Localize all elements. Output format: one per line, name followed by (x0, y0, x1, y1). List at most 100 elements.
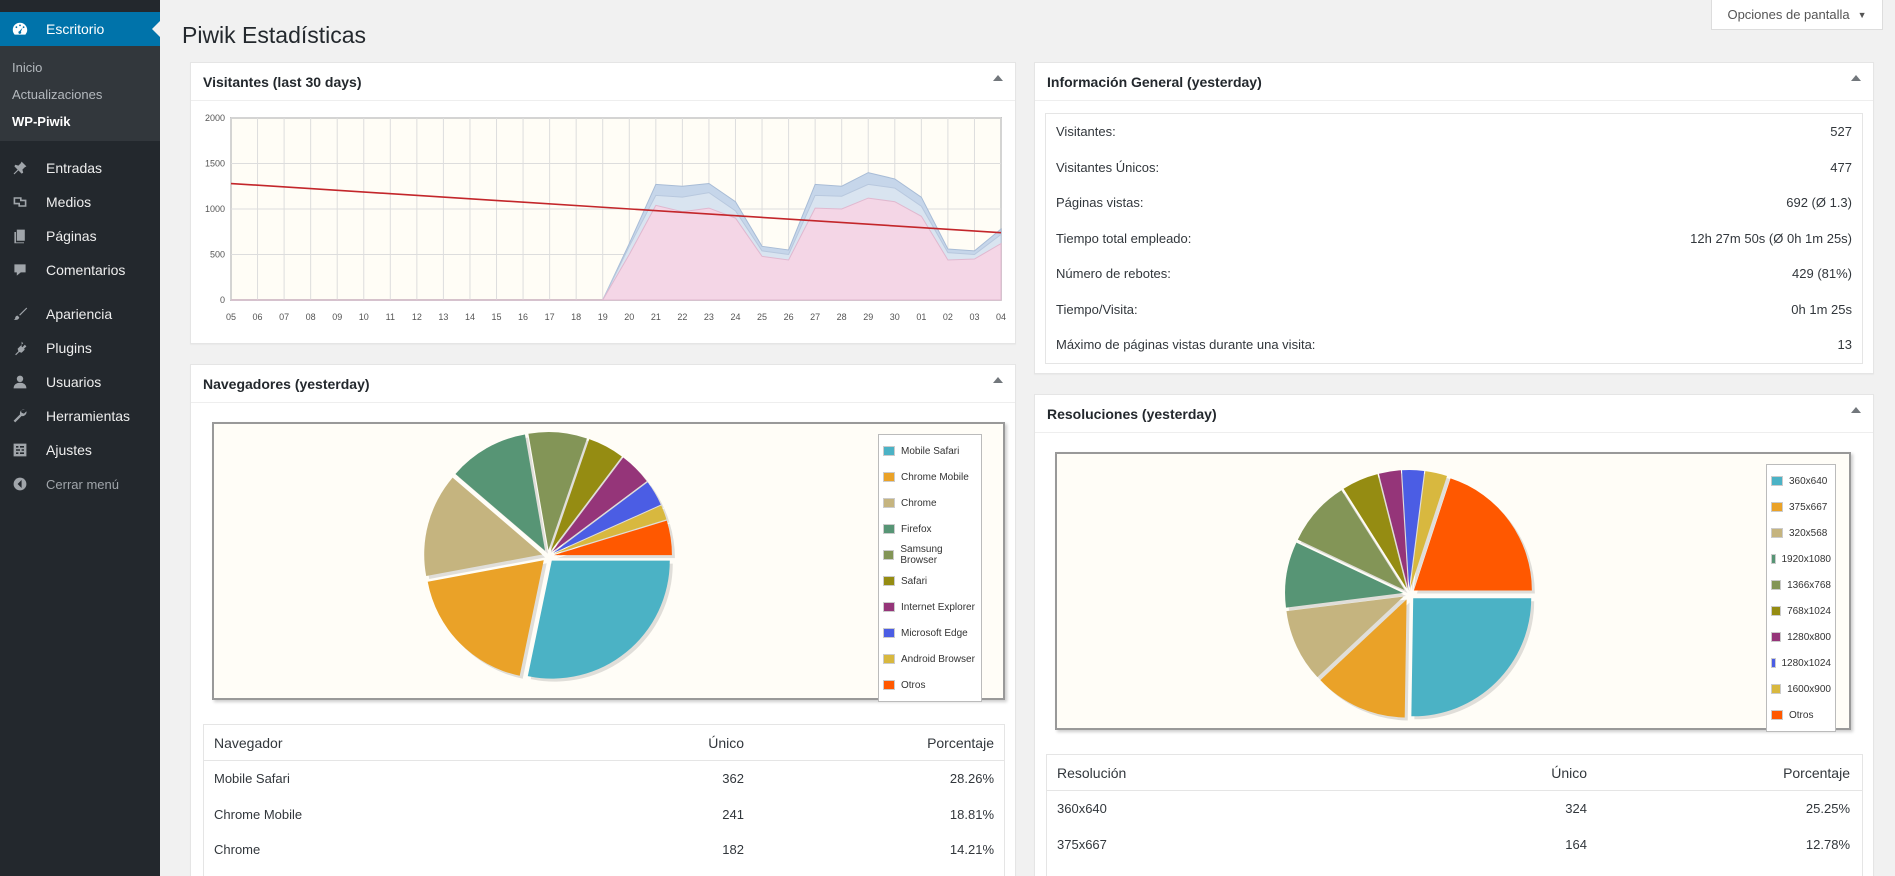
x-tick-label: 26 (784, 312, 794, 322)
sidebar-item-users[interactable]: Usuarios (0, 365, 160, 399)
x-tick-label: 11 (386, 312, 395, 322)
legend-label: 1280x1024 (1781, 657, 1832, 669)
column-header[interactable]: Porcentaje (1783, 764, 1850, 781)
x-tick-label: 29 (863, 312, 873, 322)
submenu-item-updates[interactable]: Actualizaciones (12, 87, 103, 102)
pie-slice (1286, 596, 1404, 678)
legend-item: Microsoft Edge (883, 620, 977, 646)
resolutions-box-header[interactable]: Resoluciones (yesterday) (1035, 395, 1873, 433)
settings-icon (10, 440, 30, 460)
legend-item: 320x568 (1771, 520, 1831, 546)
pie-slice (553, 505, 667, 554)
sidebar-item-posts[interactable]: Entradas (0, 151, 160, 185)
x-tick-label: 17 (545, 312, 555, 322)
x-tick-label: 13 (438, 312, 448, 322)
column-header[interactable]: Único (1551, 764, 1587, 781)
info-label: Número de rebotes: (1056, 266, 1171, 282)
info-row: Máximo de páginas vistas durante una vis… (1046, 327, 1862, 363)
legend-item: Internet Explorer (883, 594, 977, 620)
info-value: 527 (1830, 124, 1852, 140)
browsers-box-title: Navegadores (yesterday) (203, 375, 370, 392)
sidebar-item-label: Apariencia (46, 306, 113, 322)
legend-swatch (883, 680, 895, 690)
info-label: Tiempo total empleado: (1056, 230, 1192, 246)
legend-swatch (1771, 476, 1783, 486)
pie-slice (1410, 471, 1447, 589)
pie-slice (424, 477, 543, 577)
legend-item: 375x667 (1771, 494, 1831, 520)
info-value: 13 (1837, 337, 1852, 353)
sidebar-item-dashboard[interactable]: Escritorio (0, 12, 160, 46)
legend-label: 320x568 (1789, 527, 1828, 539)
info-row: Tiempo total empleado: 12h 27m 50s (Ø 0h … (1046, 221, 1862, 257)
column-header[interactable]: Resolución (1057, 764, 1127, 781)
info-value: 692 (Ø 1.3) (1786, 195, 1852, 211)
dashboard-submenu: Inicio Actualizaciones WP-Piwik (0, 46, 160, 141)
table-cell: 18.81% (949, 806, 994, 822)
sidebar-item-settings[interactable]: Ajustes (0, 433, 160, 467)
legend-label: Mobile Safari (901, 445, 960, 457)
legend-item: Mobile Safari (883, 438, 977, 464)
x-tick-label: 28 (837, 312, 847, 322)
x-tick-label: 16 (518, 312, 528, 322)
x-tick-label: 14 (465, 312, 475, 322)
legend-label: 375x667 (1789, 501, 1828, 513)
legend-item: 1280x800 (1771, 624, 1831, 650)
comment-icon (10, 260, 30, 280)
sidebar-item-appearance[interactable]: Apariencia (0, 297, 160, 331)
collapse-toggle-icon[interactable] (1851, 75, 1861, 81)
collapse-menu-button[interactable]: Cerrar menú (0, 467, 160, 501)
pie-slice (527, 560, 670, 679)
pages-icon (10, 226, 30, 246)
info-row: Número de rebotes: 429 (81%) (1046, 256, 1862, 292)
x-tick-label: 27 (810, 312, 820, 322)
sidebar-item-pages[interactable]: Páginas (0, 219, 160, 253)
column-header[interactable]: Navegador (214, 734, 283, 751)
collapse-toggle-icon[interactable] (993, 377, 1003, 383)
legend-swatch (883, 524, 895, 534)
sidebar-item-label: Medios (46, 194, 92, 210)
legend-label: Otros (901, 679, 926, 691)
brush-icon (10, 304, 30, 324)
sidebar-item-label: Plugins (46, 340, 92, 356)
visitors-box-header[interactable]: Visitantes (last 30 days) (191, 63, 1015, 101)
table-cell: 25.25% (1805, 801, 1850, 817)
sidebar-item-plugins[interactable]: Plugins (0, 331, 160, 365)
x-tick-label: 04 (996, 312, 1006, 322)
x-tick-label: 10 (359, 312, 369, 322)
info-box-header[interactable]: Información General (yesterday) (1035, 63, 1873, 101)
collapse-toggle-icon[interactable] (1851, 407, 1861, 413)
legend-label: Firefox (901, 523, 932, 535)
browsers-box-header[interactable]: Navegadores (yesterday) (191, 365, 1015, 403)
info-row: Visitantes: 527 (1046, 114, 1862, 150)
resolutions-legend: 360x640 375x667 320x568 1920x1080 1366x768 76… (1766, 464, 1836, 732)
legend-label: Android Browser (901, 653, 975, 665)
legend-label: 1600x900 (1787, 683, 1831, 695)
legend-item: Chrome (883, 490, 977, 516)
sidebar-item-media[interactable]: Medios (0, 185, 160, 219)
visitors-box-title: Visitantes (last 30 days) (203, 73, 362, 90)
collapse-toggle-icon[interactable] (993, 75, 1003, 81)
legend-label: Safari (901, 575, 928, 587)
x-tick-label: 09 (332, 312, 342, 322)
table-cell: 28.26% (949, 771, 994, 787)
screen-options-button[interactable]: Opciones de pantalla ▼ (1711, 0, 1883, 30)
legend-item: Safari (883, 568, 977, 594)
submenu-item-home[interactable]: Inicio (12, 60, 43, 75)
info-label: Tiempo/Visita: (1056, 301, 1138, 317)
sidebar-item-comments[interactable]: Comentarios (0, 253, 160, 287)
pie-slice (427, 560, 544, 676)
sidebar-item-label: Escritorio (46, 21, 105, 37)
table-row: Mobile Safari 362 28.26% (204, 761, 1004, 797)
legend-item: 360x640 (1771, 468, 1831, 494)
column-header[interactable]: Único (708, 734, 744, 751)
legend-swatch (883, 654, 895, 664)
submenu-item-wp-piwik[interactable]: WP-Piwik (12, 114, 71, 129)
y-tick-label: 1000 (205, 204, 225, 214)
sidebar-item-tools[interactable]: Herramientas (0, 399, 160, 433)
legend-swatch (1771, 528, 1783, 538)
legend-label: Microsoft Edge (901, 627, 968, 639)
column-header[interactable]: Porcentaje (927, 734, 994, 751)
resolutions-pie-chart (1285, 470, 1535, 721)
trend-line (230, 182, 1002, 234)
